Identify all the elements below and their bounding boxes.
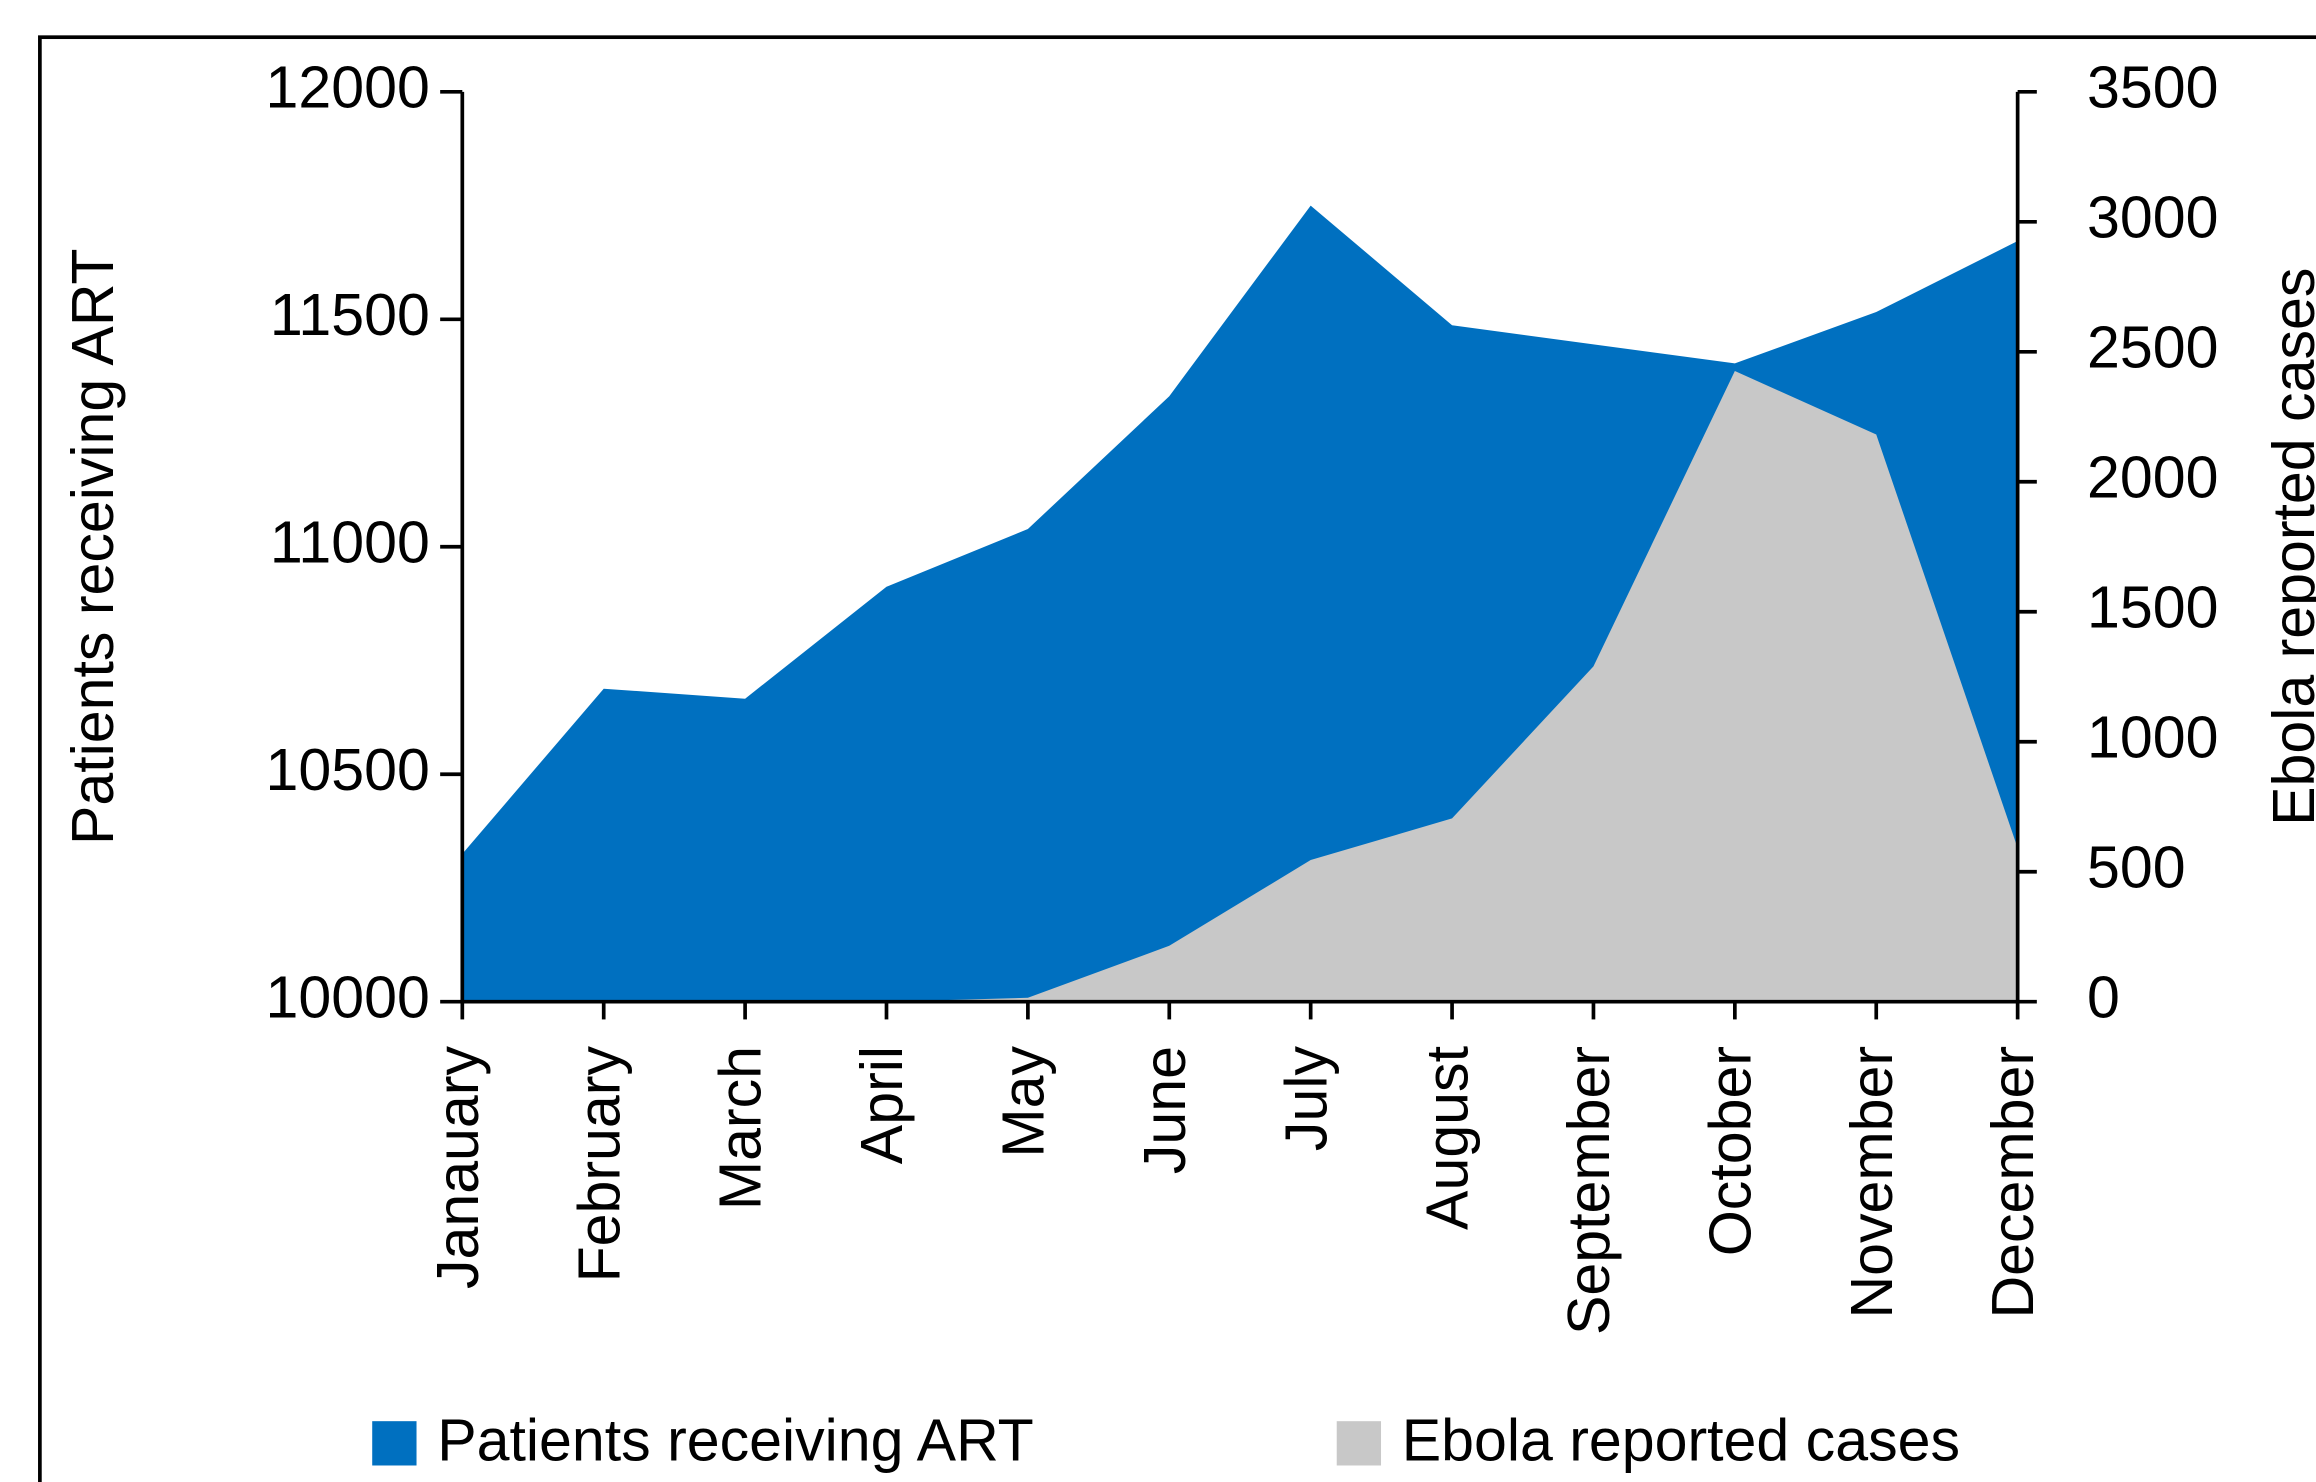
plot-area	[462, 205, 2018, 1002]
y2-axis-title: Ebola reported cases	[2261, 268, 2316, 826]
legend-label: Ebola reported cases	[1402, 1407, 1960, 1473]
x-tick-label: December	[1980, 1046, 2046, 1319]
y2-tick-label: 1000	[2087, 704, 2218, 770]
legend-label: Patients receiving ART	[437, 1407, 1034, 1473]
y-tick-label: 11500	[270, 282, 430, 348]
chart-frame	[38, 35, 2316, 1482]
legend-swatch	[1336, 1421, 1382, 1466]
legend-swatch	[372, 1421, 417, 1466]
x-tick-label: April	[849, 1046, 915, 1164]
y2-tick-label: 3000	[2087, 184, 2218, 250]
y2-tick-label: 0	[2087, 964, 2120, 1030]
x-tick-label: Janauary	[425, 1046, 491, 1289]
x-tick-label: September	[1556, 1046, 1622, 1335]
y-axis-title: Patients receiving ART	[60, 248, 126, 845]
x-tick-label: May	[990, 1046, 1056, 1158]
y2-tick-label: 2500	[2087, 314, 2218, 380]
y-tick-label: 12000	[266, 54, 430, 120]
x-tick-label: October	[1697, 1046, 1763, 1256]
x-tick-label: August	[1415, 1046, 1481, 1230]
y2-tick-label: 500	[2087, 834, 2186, 900]
x-tick-label: June	[1132, 1046, 1198, 1174]
area	[462, 371, 2018, 1002]
x-tick-label: July	[1273, 1046, 1339, 1152]
x-tick-label: November	[1839, 1046, 1905, 1319]
y-tick-label: 10000	[266, 964, 430, 1030]
y2-tick-label: 1500	[2087, 574, 2218, 640]
y2-tick-label: 3500	[2087, 54, 2218, 120]
y-tick-label: 11000	[270, 509, 430, 575]
x-tick-label: February	[566, 1046, 632, 1283]
y2-tick-label: 2000	[2087, 444, 2218, 510]
y-tick-label: 10500	[266, 737, 430, 803]
x-tick-label: March	[708, 1046, 774, 1210]
